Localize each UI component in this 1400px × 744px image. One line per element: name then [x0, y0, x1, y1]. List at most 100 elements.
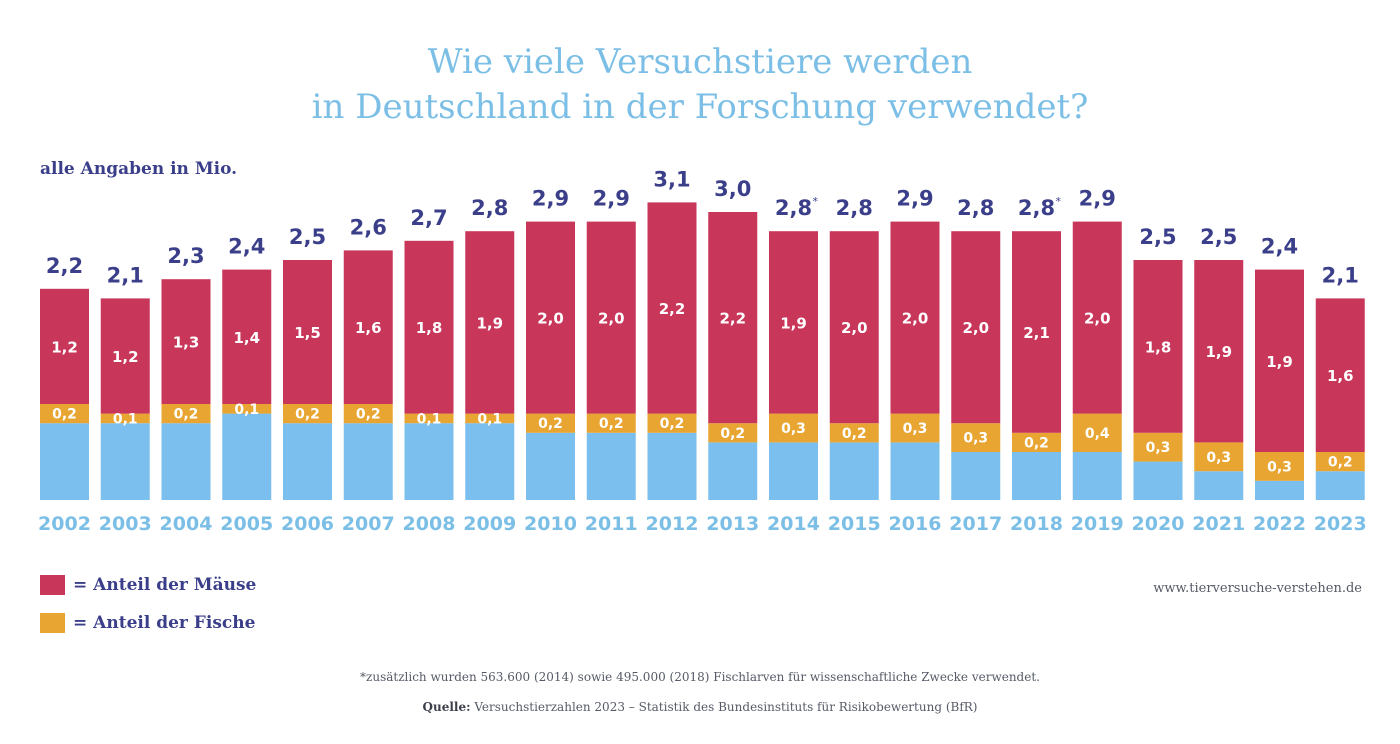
- x-tick-label-2023: 2023: [1314, 513, 1367, 535]
- label-total-2003: 2,1: [107, 263, 144, 287]
- label-mice-2017: 2,0: [962, 319, 989, 337]
- label-mice-2008: 1,8: [416, 319, 443, 337]
- bar-mice-2021: [1194, 260, 1244, 443]
- label-total-2021: 2,5: [1200, 225, 1237, 249]
- source-label: Quelle:: [422, 700, 471, 714]
- legend-label-mice: = Anteil der Mäuse: [73, 575, 257, 595]
- chart-title: Wie viele Versuchstiere werden in Deutsc…: [0, 40, 1400, 130]
- bar-fish-2016: [890, 413, 940, 443]
- bar-mice-2009: [465, 231, 515, 414]
- label-total-2016: 2,9: [896, 187, 933, 211]
- label-fish-2014: 0,3: [781, 421, 806, 437]
- label-total-2004: 2,3: [167, 244, 204, 268]
- label-mice-2012: 2,2: [659, 300, 686, 318]
- label-total-2010: 2,9: [532, 187, 569, 211]
- label-fish-2023: 0,2: [1328, 455, 1353, 471]
- label-total-2008: 2,7: [410, 206, 447, 230]
- label-total-2002: 2,2: [46, 254, 83, 278]
- bar-other-2003: [100, 423, 150, 500]
- bar-other-2022: [1255, 480, 1304, 500]
- label-mice-2006: 1,5: [294, 324, 321, 342]
- x-tick-label-2019: 2019: [1071, 513, 1124, 535]
- bar-mice-2002: [40, 288, 89, 404]
- bar-fish-2003: [100, 413, 150, 424]
- bar-other-2018: [1012, 452, 1061, 500]
- label-fish-2013: 0,2: [720, 426, 745, 442]
- bar-fish-2013: [708, 423, 758, 443]
- label-mice-2019: 2,0: [1084, 310, 1111, 328]
- label-total-2006: 2,5: [289, 225, 326, 249]
- bar-fish-2007: [343, 404, 393, 424]
- bar-mice-2018: [1012, 231, 1061, 433]
- label-total-2014: 2,8: [775, 196, 812, 220]
- bar-mice-2017: [951, 231, 1001, 424]
- label-mice-2013: 2,2: [719, 310, 746, 328]
- bar-other-2021: [1194, 471, 1244, 500]
- x-tick-label-2011: 2011: [585, 513, 638, 535]
- label-fish-2002: 0,2: [52, 407, 77, 423]
- label-total-2009: 2,8: [471, 196, 508, 220]
- bar-fish-2006: [283, 404, 332, 424]
- bar-fish-2020: [1133, 432, 1183, 462]
- bar-mice-2016: [890, 221, 940, 414]
- bar-other-2017: [951, 452, 1001, 500]
- bar-mice-2005: [222, 269, 272, 404]
- bar-mice-2010: [526, 221, 575, 414]
- label-fish-2006: 0,2: [295, 407, 320, 423]
- label-total-2022: 2,4: [1261, 235, 1298, 259]
- label-fish-2020: 0,3: [1146, 440, 1171, 456]
- legend-swatch-fish: [40, 613, 65, 633]
- x-tick-label-2005: 2005: [220, 513, 273, 535]
- bar-other-2009: [465, 423, 515, 500]
- legend-item-fish: = Anteil der Fische: [40, 613, 255, 633]
- label-fish-2009: 0,1: [477, 411, 502, 427]
- label-mice-2016: 2,0: [902, 310, 929, 328]
- x-tick-label-2013: 2013: [706, 513, 759, 535]
- bar-fish-2015: [829, 423, 879, 443]
- bar-mice-2003: [100, 298, 150, 414]
- bar-fish-2002: [40, 404, 89, 424]
- bar-mice-2008: [404, 240, 454, 414]
- x-tick-label-2022: 2022: [1253, 513, 1306, 535]
- bar-other-2002: [40, 423, 89, 500]
- bar-other-2023: [1315, 471, 1365, 500]
- label-total-2007: 2,6: [350, 215, 387, 239]
- bar-mice-2012: [647, 202, 697, 414]
- website-url: www.tierversuche-verstehen.de: [1153, 581, 1362, 596]
- bar-other-2013: [708, 442, 758, 500]
- label-mice-2023: 1,6: [1327, 367, 1354, 385]
- bar-other-2005: [222, 413, 272, 500]
- label-mice-2022: 1,9: [1266, 353, 1293, 371]
- bar-mice-2019: [1072, 221, 1122, 414]
- label-total-2023: 2,1: [1322, 263, 1359, 287]
- bar-mice-2023: [1315, 298, 1365, 452]
- footnote: *zusätzlich wurden 563.600 (2014) sowie …: [360, 670, 1040, 684]
- bar-fish-2008: [404, 413, 454, 424]
- label-mice-2011: 2,0: [598, 310, 625, 328]
- bar-fish-2019: [1072, 413, 1122, 452]
- bar-other-2016: [890, 442, 940, 500]
- label-fish-2007: 0,2: [356, 407, 381, 423]
- x-tick-label-2015: 2015: [828, 513, 881, 535]
- bar-other-2012: [647, 432, 697, 500]
- bar-fish-2010: [526, 413, 575, 433]
- label-fish-2017: 0,3: [963, 431, 988, 447]
- bar-other-2020: [1133, 461, 1183, 500]
- x-tick-label-2006: 2006: [281, 513, 334, 535]
- legend-label-fish: = Anteil der Fische: [73, 613, 256, 633]
- unit-note: alle Angaben in Mio.: [40, 159, 238, 179]
- x-tick-label-2020: 2020: [1132, 513, 1185, 535]
- label-mice-2004: 1,3: [173, 334, 200, 352]
- bar-fish-2004: [161, 404, 211, 424]
- x-tick-label-2010: 2010: [524, 513, 577, 535]
- x-tick-label-2014: 2014: [767, 513, 820, 535]
- label-total-2020: 2,5: [1139, 225, 1176, 249]
- bar-other-2015: [829, 442, 879, 500]
- bar-fish-2021: [1194, 442, 1244, 472]
- label-fish-2003: 0,1: [113, 411, 138, 427]
- label-mice-2015: 2,0: [841, 319, 868, 337]
- label-fish-2005: 0,1: [234, 402, 259, 418]
- label-mice-2009: 1,9: [476, 314, 503, 332]
- bar-other-2007: [343, 423, 393, 500]
- bar-other-2010: [526, 432, 575, 500]
